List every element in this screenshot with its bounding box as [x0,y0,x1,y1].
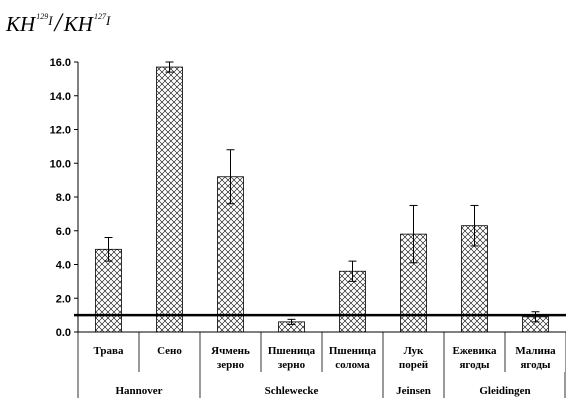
group-label: Gleidingen [479,385,530,397]
x-tick-label: Трава [94,345,124,357]
x-tick-label: солома [335,359,370,371]
x-tick-label: порей [399,359,429,371]
y-tick-label: 0.0 [56,327,71,339]
x-tick-label: Ячмень [211,345,250,357]
x-tick-label: Ежевика [453,345,498,357]
x-tick-label: Пшеница [329,345,377,357]
y-tick-label: 12.0 [50,125,71,137]
bar [156,66,183,333]
x-tick-label: зерно [217,359,245,371]
y-axis: 0.0 2.0 4.0 6.0 8.0 10.0 12.0 14.0 16.0 [50,57,79,339]
bar [95,248,122,333]
x-tick-label: Сено [157,345,182,357]
chart-title: KH129I/KH127I [5,8,111,37]
y-tick-label: 10.0 [50,158,71,170]
x-tick-label: ягоды [459,359,489,371]
x-tick-label: Лук [404,345,424,357]
x-tick-label: зерно [278,359,306,371]
group-label: Jeinsen [396,385,431,397]
group-label: Hannover [115,385,162,397]
x-tick-label: Пшеница [268,345,316,357]
y-tick-label: 4.0 [56,260,71,272]
bars [74,61,566,333]
group-label: Schlewecke [265,385,319,397]
y-tick-label: 2.0 [56,293,71,305]
y-tick-label: 14.0 [50,91,71,103]
y-tick-label: 6.0 [56,226,71,238]
x-tick-label: ягоды [520,359,550,371]
y-tick-label: 16.0 [50,57,71,69]
x-tick-label: Малина [515,345,556,357]
x-axis: Трава Сено Ячмень зерно Пшеница зерно Пшеница с… [77,331,566,398]
y-tick-label: 8.0 [56,192,71,204]
